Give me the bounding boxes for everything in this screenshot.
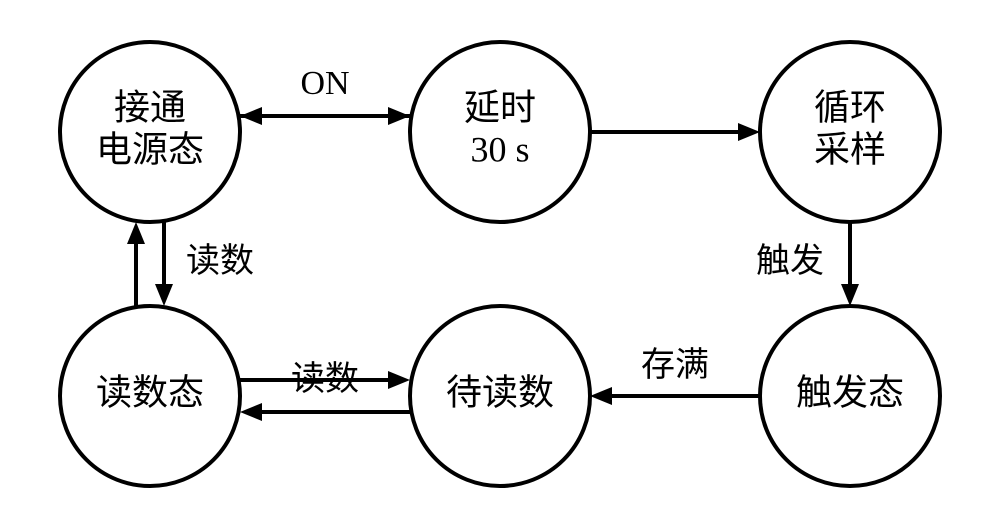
node-label-pending-line0: 待读数 [446,372,554,412]
node-label-delay-line0: 延时 [464,87,536,127]
edge-trigger-pending: 存满 [590,346,760,405]
node-label-trigger-line0: 触发态 [796,372,904,412]
node-label-loop-line0: 循环 [814,87,886,127]
arrowhead-icon [738,123,760,141]
node-loop: 循环采样 [760,42,940,222]
arrowhead-icon [155,284,173,306]
edge-pending-read: 读数 [240,360,410,421]
edge-loop-trigger: 触发 [756,222,859,306]
edge-label-trigger-pending: 存满 [641,346,709,384]
state-diagram: ON触发存满读数读数 接通电源态延时30 s循环采样读数态待读数触发态 [0,0,1000,528]
arrowhead-icon [240,403,262,421]
node-label-loop-line1: 采样 [814,129,886,169]
edge-label-power-delay: ON [300,65,349,102]
edge-read-power [127,222,145,306]
node-delay: 延时30 s [410,42,590,222]
node-read: 读数态 [60,306,240,486]
node-trigger: 触发态 [760,306,940,486]
edge-delay-power [240,107,410,125]
node-label-power-line0: 接通 [114,87,186,127]
edge-label-loop-trigger: 触发 [756,242,824,280]
edge-label-power-read: 读数 [186,242,254,280]
node-pending: 待读数 [410,306,590,486]
arrowhead-icon [841,284,859,306]
node-label-read-line0: 读数态 [96,372,204,412]
arrowhead-icon [388,371,410,389]
arrowhead-icon [590,387,612,405]
edge-delay-loop [590,123,760,141]
node-label-power-line1: 电源态 [96,129,204,169]
arrowhead-icon [240,107,262,125]
node-label-delay-line1: 30 s [470,129,529,169]
node-power: 接通电源态 [60,42,240,222]
edge-power-read: 读数 [155,222,254,306]
arrowhead-icon [127,222,145,244]
